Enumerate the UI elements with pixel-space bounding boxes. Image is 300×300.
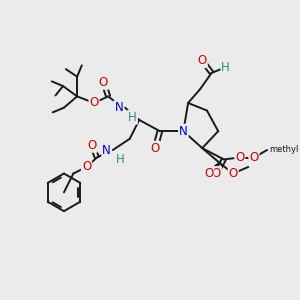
Text: H: H — [116, 153, 125, 166]
Text: O: O — [82, 160, 91, 173]
Text: O: O — [89, 97, 99, 110]
Text: O: O — [212, 167, 221, 180]
Text: O: O — [88, 139, 97, 152]
Text: O: O — [235, 151, 244, 164]
Text: N: N — [102, 143, 111, 157]
Text: O: O — [99, 76, 108, 89]
Text: H: H — [221, 61, 230, 74]
Text: O: O — [198, 54, 207, 67]
Text: N: N — [115, 101, 123, 114]
Text: O: O — [229, 167, 238, 180]
Text: O: O — [249, 151, 259, 164]
Text: O: O — [204, 167, 213, 180]
Text: O: O — [151, 142, 160, 154]
Text: H: H — [128, 111, 137, 124]
Text: N: N — [179, 125, 188, 138]
Text: methyl: methyl — [269, 146, 298, 154]
